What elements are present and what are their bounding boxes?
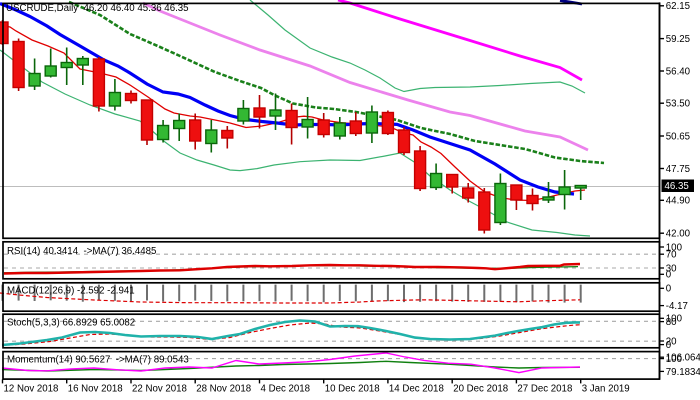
svg-text:70: 70 xyxy=(666,250,677,261)
svg-text:46.35: 46.35 xyxy=(665,181,689,192)
svg-text:56.40: 56.40 xyxy=(666,66,691,77)
svg-text:100: 100 xyxy=(666,354,683,365)
svg-text:4 Dec 2018: 4 Dec 2018 xyxy=(261,383,311,394)
svg-text:28 Nov 2018: 28 Nov 2018 xyxy=(196,383,251,394)
svg-text:27 Dec 2018: 27 Dec 2018 xyxy=(517,383,572,394)
svg-text:0: 0 xyxy=(666,270,672,281)
svg-text:47.75: 47.75 xyxy=(666,164,690,175)
svg-text:RSI(14) 40.3414 ->MA(7) 36.44: RSI(14) 40.3414 ->MA(7) 36.4485 xyxy=(7,246,156,257)
svg-text:Momentum(14) 90.5627 ->MA(7): Momentum(14) 90.5627 ->MA(7) 89.0543 xyxy=(7,355,189,366)
svg-text:100: 100 xyxy=(666,314,683,325)
svg-text:3 Jan 2019: 3 Jan 2019 xyxy=(582,383,630,394)
svg-text:-4.17: -4.17 xyxy=(666,301,688,312)
svg-text:79.1834: 79.1834 xyxy=(666,367,700,378)
svg-text:50.65: 50.65 xyxy=(666,131,690,142)
svg-text:30: 30 xyxy=(666,263,677,274)
svg-text:Stoch(5,3,3) 66.8929 65.0082: Stoch(5,3,3) 66.8929 65.0082 xyxy=(7,318,135,329)
svg-text:59.25: 59.25 xyxy=(666,34,690,45)
svg-text:44.90: 44.90 xyxy=(666,196,691,207)
svg-text:53.50: 53.50 xyxy=(666,99,691,110)
svg-text:USCRUDE,Daily 46.20 46.40 45.: USCRUDE,Daily 46.20 46.40 45.36 46.35 xyxy=(6,3,189,14)
svg-text:22 Nov 2018: 22 Nov 2018 xyxy=(132,383,187,394)
svg-text:0: 0 xyxy=(666,340,672,351)
svg-text:20: 20 xyxy=(666,336,677,347)
svg-text:12 Nov 2018: 12 Nov 2018 xyxy=(4,383,59,394)
svg-text:10 Dec 2018: 10 Dec 2018 xyxy=(325,383,380,394)
svg-text:0: 0 xyxy=(666,284,672,295)
svg-text:14 Dec 2018: 14 Dec 2018 xyxy=(389,383,444,394)
svg-text:16 Nov 2018: 16 Nov 2018 xyxy=(68,383,123,394)
svg-text:42.00: 42.00 xyxy=(666,229,691,240)
svg-text:62.15: 62.15 xyxy=(666,1,690,12)
svg-text:80: 80 xyxy=(666,317,677,328)
svg-text:100: 100 xyxy=(666,242,683,253)
svg-text:20 Dec 2018: 20 Dec 2018 xyxy=(453,383,508,394)
svg-text:MACD(12,26,9) -2.592 -2.941: MACD(12,26,9) -2.592 -2.941 xyxy=(7,286,135,297)
